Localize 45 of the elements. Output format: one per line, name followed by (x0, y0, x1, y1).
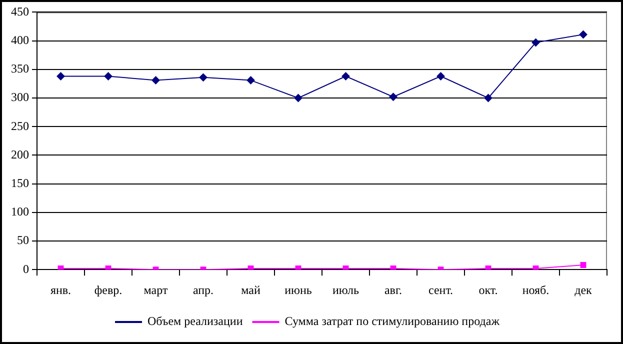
point (58, 265, 64, 270)
legend-label: Сумма затрат по стимулированию продаж (284, 314, 500, 328)
x-tick-label: нояб. (522, 282, 550, 297)
x-tick-label: март (144, 282, 168, 297)
y-tick-label: 100 (11, 204, 29, 219)
y-tick-label: 400 (11, 32, 29, 47)
y-tick-label: 0 (23, 262, 29, 276)
point (105, 265, 112, 270)
x-tick-label: дек (574, 282, 592, 297)
point (579, 30, 588, 39)
point (295, 265, 302, 270)
point (248, 265, 254, 270)
point (484, 94, 492, 102)
point (436, 72, 445, 80)
y-tick-label: 250 (11, 118, 29, 133)
x-tick-label: июль (332, 282, 360, 297)
point (532, 38, 540, 47)
y-tick-label: 150 (11, 176, 29, 190)
x-tick-label: февр. (94, 282, 122, 297)
y-tick-label: 300 (11, 90, 29, 104)
point (485, 265, 492, 270)
point (294, 94, 302, 102)
x-tick-label: окт. (478, 282, 498, 297)
y-tick-label: 50 (17, 233, 29, 248)
point (389, 92, 398, 101)
x-tick-label: апр. (192, 282, 214, 297)
point (342, 72, 350, 80)
legend-label: Объем реализации (148, 314, 244, 328)
point (56, 72, 65, 80)
point (199, 73, 208, 82)
x-tick-label: июнь (284, 282, 312, 297)
point (580, 262, 586, 268)
point (246, 76, 255, 84)
point (152, 76, 160, 84)
point (532, 265, 539, 270)
y-tick-label: 200 (11, 147, 29, 162)
x-tick-label: янв. (50, 282, 72, 297)
point (104, 72, 112, 80)
y-tick-label: 450 (11, 4, 29, 18)
y-tick-label: 350 (11, 62, 29, 76)
x-tick-label: авг. (384, 282, 402, 297)
x-tick-label: сент. (428, 282, 454, 297)
x-tick-label: май (241, 282, 261, 297)
point (390, 265, 396, 270)
point (342, 265, 349, 270)
